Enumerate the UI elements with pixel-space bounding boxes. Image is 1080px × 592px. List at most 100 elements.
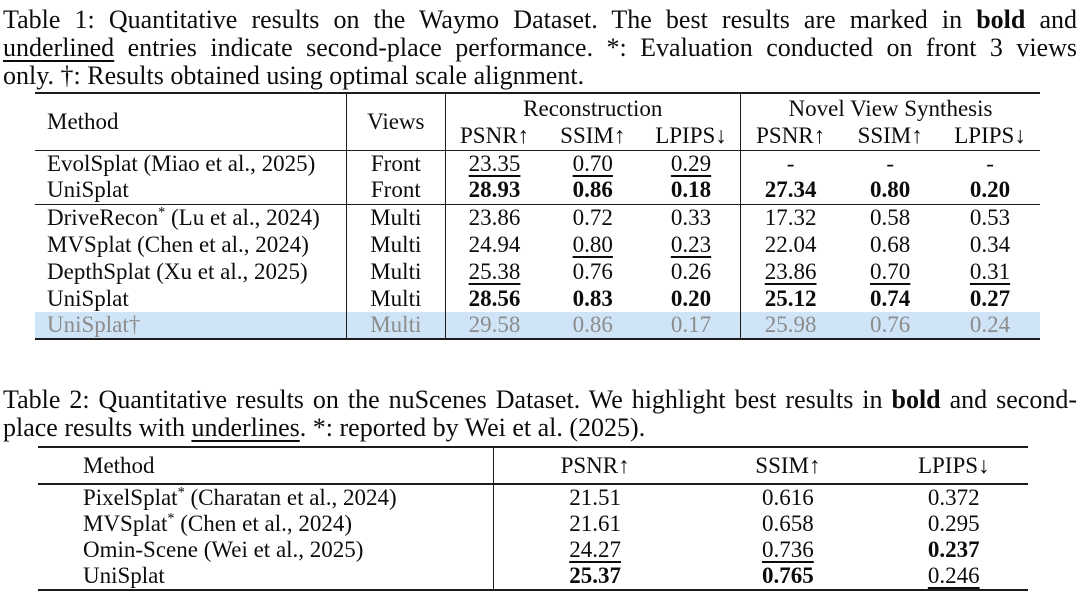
header-ssim-recon: SSIM↑ xyxy=(543,123,643,151)
cell-value: 0.76 xyxy=(870,312,911,337)
caption-underlined-word: underlines xyxy=(191,413,300,442)
header-lpips: LPIPS↓ xyxy=(879,447,1028,485)
cell-value: 0.53 xyxy=(969,204,1011,230)
cell-value: 0.72 xyxy=(572,204,613,230)
table2-header-row: Method PSNR↑ SSIM↑ LPIPS↓ xyxy=(38,447,1028,485)
cell-value: 29.58 xyxy=(444,312,544,339)
caption-text: Table 1: Quantitative results on the Way… xyxy=(3,5,977,34)
table-row-depthsplat: DepthSplat (Xu et al., 2025) Multi 25.38… xyxy=(35,258,1040,285)
cell-value: 23.86 xyxy=(740,258,841,285)
cell-value: 0.237 xyxy=(927,537,980,562)
cell-value: 22.04 xyxy=(740,231,841,258)
cell-value: 0.74 xyxy=(870,285,911,311)
cell-value: 0.616 xyxy=(762,485,814,510)
header-group-reconstruction: Reconstruction xyxy=(444,93,741,123)
header-psnr-recon: PSNR↑ xyxy=(444,123,544,151)
cell-method: DepthSplat (Xu et al., 2025) xyxy=(47,258,308,284)
cell-method: UniSplat xyxy=(47,285,129,311)
cell-value: 0.20 xyxy=(670,285,712,311)
cell-views: Multi xyxy=(346,285,446,312)
table-row-omin-scene: Omin-Scene (Wei et al., 2025) 24.27 0.73… xyxy=(38,537,1028,563)
cell-value: 0.86 xyxy=(572,312,613,337)
cell-value: - xyxy=(886,150,894,176)
cell-value: 0.80 xyxy=(840,177,941,205)
caption-text: place results with xyxy=(3,413,192,442)
cell-value: 27.34 xyxy=(740,177,841,205)
cell-value: 0.31 xyxy=(969,258,1011,284)
cell-value: 23.35 xyxy=(444,150,544,177)
caption-bold-word: bold xyxy=(891,385,941,414)
cell-value: 0.70 xyxy=(870,258,911,284)
caption-text: entries indicate second-place performanc… xyxy=(114,33,1077,62)
table-row-mvsplat2: MVSplat* (Chen et al., 2024) 21.61 0.658… xyxy=(38,511,1028,537)
caption-text: Table 2: Quantitative results on the nuS… xyxy=(3,385,892,414)
asterisk-superscript: * xyxy=(167,510,175,527)
cell-value: 25.38 xyxy=(444,258,544,285)
asterisk-superscript: * xyxy=(158,204,166,221)
table1-group-header-row: Method Views Reconstruction Novel View S… xyxy=(35,93,1040,151)
cell-method: PixelSplat* (Charatan et al., 2024) xyxy=(83,484,397,510)
caption1-line-2: underlined entries indicate second-place… xyxy=(3,34,1077,62)
cell-value: 0.372 xyxy=(927,485,980,510)
table-row-unisplat-multi: UniSplat Multi 28.56 0.83 0.20 25.12 0.7… xyxy=(35,285,1040,312)
header-ssim-nvs: SSIM↑ xyxy=(840,123,941,151)
cell-method: MVSplat* (Chen et al., 2024) xyxy=(83,510,353,536)
cell-value: 0.658 xyxy=(762,511,814,536)
table-row-mvsplat: MVSplat (Chen et al., 2024) Multi 24.94 … xyxy=(35,231,1040,258)
cell-value: 0.80 xyxy=(572,231,613,257)
table-row-unisplat-dagger-highlighted: UniSplat† Multi 29.58 0.86 0.17 25.98 0.… xyxy=(35,312,1040,339)
cell-method: UniSplat xyxy=(35,177,347,205)
caption2-line-2: place results with underlines. *: report… xyxy=(3,414,1077,442)
table2-caption: Table 2: Quantitative results on the nuS… xyxy=(3,386,1077,442)
header-psnr: PSNR↑ xyxy=(492,447,697,485)
cell-value: 0.58 xyxy=(870,204,911,230)
cell-views: Multi xyxy=(346,312,446,339)
caption2-line-1: Table 2: Quantitative results on the nuS… xyxy=(3,386,1077,414)
header-views: Views xyxy=(346,93,446,151)
table-row-unisplat2: UniSplat 25.37 0.765 0.246 xyxy=(38,563,1028,590)
cell-value: 0.26 xyxy=(670,258,712,284)
cell-value: 0.17 xyxy=(670,312,712,337)
table-row-driverecon: DriveRecon* (Lu et al., 2024) Multi 23.8… xyxy=(35,204,1040,231)
cell-value: 25.98 xyxy=(740,312,841,339)
asterisk-superscript: * xyxy=(177,484,185,501)
caption-text: . *: reported by Wei et al. (2025). xyxy=(299,413,646,442)
header-lpips-nvs: LPIPS↓ xyxy=(940,123,1040,151)
cell-value: 24.27 xyxy=(492,537,697,563)
table1-metric-header-row: PSNR↑ SSIM↑ LPIPS↓ PSNR↑ SSIM↑ LPIPS↓ xyxy=(35,123,1040,151)
caption-text: only. †: Results obtained using optimal … xyxy=(3,61,585,90)
cell-views: Multi xyxy=(346,204,446,231)
header-method: Method xyxy=(35,93,347,151)
cell-value: 0.736 xyxy=(762,537,814,562)
cell-value: 0.68 xyxy=(870,231,911,257)
cell-views: Front xyxy=(346,150,446,177)
cell-value: 24.94 xyxy=(444,231,544,258)
header-psnr-nvs: PSNR↑ xyxy=(740,123,841,151)
table-row-unisplat-front: UniSplat Front 28.93 0.86 0.18 27.34 0.8… xyxy=(35,177,1040,205)
cell-value: 0.24 xyxy=(969,312,1011,337)
waymo-results-table: Method Views Reconstruction Novel View S… xyxy=(35,92,1040,340)
cell-value: 0.83 xyxy=(572,285,613,311)
header-group-novel-view-synthesis: Novel View Synthesis xyxy=(740,93,1040,123)
cell-value: 0.295 xyxy=(927,511,980,536)
cell-views: Front xyxy=(346,177,446,205)
cell-value: 28.56 xyxy=(444,285,544,312)
cell-value: 0.765 xyxy=(762,563,814,588)
caption-bold-word: bold xyxy=(976,5,1026,34)
cell-value: 0.33 xyxy=(670,204,712,230)
cell-value: 0.246 xyxy=(927,563,980,588)
table1-caption: Table 1: Quantitative results on the Way… xyxy=(3,6,1077,90)
cell-value: 21.61 xyxy=(492,511,697,537)
caption1-line-3: only. †: Results obtained using optimal … xyxy=(3,62,1077,90)
cell-value: 0.23 xyxy=(670,231,712,257)
cell-value: 17.32 xyxy=(740,204,841,231)
cell-method: Omin-Scene (Wei et al., 2025) xyxy=(83,537,364,562)
caption-text: and second- xyxy=(940,385,1078,414)
cell-value: - xyxy=(986,150,994,176)
cell-value: 23.86 xyxy=(444,204,544,231)
cell-value: 0.20 xyxy=(940,177,1040,205)
cell-value: 0.34 xyxy=(969,231,1011,257)
cell-value: 28.93 xyxy=(444,177,544,205)
header-lpips-recon: LPIPS↓ xyxy=(642,123,741,151)
caption-text: and xyxy=(1025,5,1077,34)
